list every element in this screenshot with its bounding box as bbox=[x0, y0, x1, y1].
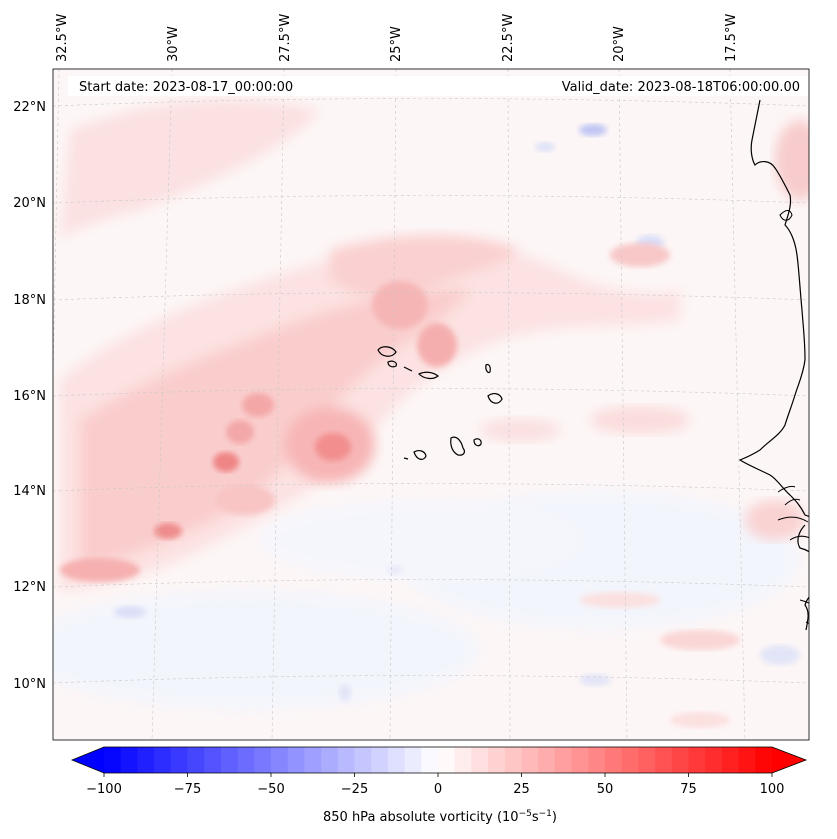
colorbar-title-exp2: −1 bbox=[539, 809, 552, 819]
colorbar-cell bbox=[304, 747, 322, 773]
graticule bbox=[53, 69, 809, 740]
colorbar: −100 −75 −50 −25 0 25 50 75 100 850 hPa … bbox=[70, 746, 808, 825]
colorbar-cell bbox=[638, 747, 656, 773]
colorbar-cell bbox=[538, 747, 556, 773]
colorbar-cell bbox=[438, 747, 456, 773]
cb-tick-label: −100 bbox=[86, 782, 122, 797]
lat-label: 20°N bbox=[13, 196, 46, 211]
colorbar-cell bbox=[454, 747, 472, 773]
colorbar-cell bbox=[554, 747, 573, 773]
colorbar-title-exp1: −5 bbox=[519, 809, 532, 819]
colorbar-cell bbox=[354, 747, 372, 773]
colorbar-cell bbox=[755, 747, 773, 773]
colorbar-cell bbox=[220, 747, 239, 773]
colorbar-cell bbox=[738, 747, 756, 773]
cb-tick-label: −25 bbox=[341, 782, 368, 797]
cb-tick-label: 75 bbox=[680, 782, 697, 797]
lat-label: 10°N bbox=[13, 677, 46, 692]
lon-label: 20°W bbox=[612, 26, 627, 62]
colorbar-title-mid: s bbox=[532, 810, 539, 825]
africa-coast-detail bbox=[777, 485, 809, 624]
colorbar-title-end: ) bbox=[552, 810, 557, 825]
colorbar-cell bbox=[154, 747, 172, 773]
western-sahara-island bbox=[779, 210, 793, 221]
negative-vorticity-field bbox=[53, 124, 800, 710]
colorbar-cell bbox=[588, 747, 606, 773]
colorbar-cell bbox=[471, 747, 489, 773]
colorbar-cell bbox=[521, 747, 539, 773]
colorbar-cell bbox=[187, 747, 205, 773]
colorbar-cell bbox=[404, 747, 422, 773]
cb-tick-label: 100 bbox=[760, 782, 785, 797]
colorbar-cell bbox=[371, 747, 389, 773]
lat-label: 18°N bbox=[13, 293, 46, 308]
africa-coastline bbox=[738, 99, 809, 631]
colorbar-title-main: 850 hPa absolute vorticity (10 bbox=[323, 810, 519, 825]
colorbar-cell bbox=[237, 747, 255, 773]
lat-label: 22°N bbox=[13, 100, 46, 115]
positive-vorticity-field bbox=[60, 99, 809, 728]
colorbar-cell bbox=[204, 747, 222, 773]
colorbar-cell bbox=[321, 747, 339, 773]
map-panel bbox=[53, 69, 809, 740]
colorbar-cell bbox=[337, 747, 355, 773]
cb-tick-label: −50 bbox=[257, 782, 284, 797]
colorbar-title: 850 hPa absolute vorticity (10−5s−1) bbox=[323, 809, 557, 825]
colorbar-cell bbox=[421, 747, 439, 773]
lat-label: 14°N bbox=[13, 484, 46, 499]
cb-tick-label: −75 bbox=[174, 782, 201, 797]
colorbar-cell bbox=[120, 747, 138, 773]
colorbar-cell bbox=[621, 747, 639, 773]
map-frame bbox=[52, 68, 810, 741]
colorbar-cells bbox=[72, 747, 806, 773]
colorbar-cell bbox=[688, 747, 706, 773]
colorbar-cell bbox=[287, 747, 305, 773]
colorbar-cell bbox=[705, 747, 723, 773]
cape-verde-islands bbox=[377, 346, 503, 460]
lon-label: 30°W bbox=[166, 26, 181, 62]
lon-label: 25°W bbox=[389, 26, 404, 62]
lat-label: 16°N bbox=[13, 389, 46, 404]
header-box bbox=[68, 76, 808, 96]
colorbar-ticks bbox=[103, 773, 773, 777]
colorbar-cell bbox=[170, 747, 188, 773]
colorbar-cell bbox=[488, 747, 506, 773]
colorbar-tick-labels: −100 −75 −50 −25 0 25 50 75 100 bbox=[86, 782, 784, 797]
colorbar-cell bbox=[104, 747, 122, 773]
longitude-labels: 32.5°W 30°W 27.5°W 25°W 22.5°W 20°W 17.5… bbox=[55, 14, 739, 62]
colorbar-cell bbox=[571, 747, 589, 773]
colorbar-min-extend bbox=[72, 747, 104, 773]
colorbar-cell bbox=[655, 747, 673, 773]
colorbar-cell bbox=[605, 747, 623, 773]
cb-tick-label: 0 bbox=[434, 782, 442, 797]
lon-label: 17.5°W bbox=[724, 14, 739, 62]
colorbar-max-extend bbox=[772, 747, 806, 773]
colorbar-cell bbox=[137, 747, 155, 773]
start-date-label: Start date: 2023-08-17_00:00:00 bbox=[79, 80, 293, 95]
colorbar-cell bbox=[504, 747, 522, 773]
cb-tick-label: 50 bbox=[597, 782, 614, 797]
colorbar-cell bbox=[721, 747, 740, 773]
cb-tick-label: 25 bbox=[513, 782, 530, 797]
colorbar-cell bbox=[254, 747, 272, 773]
lat-label: 12°N bbox=[13, 580, 46, 595]
lon-label: 32.5°W bbox=[55, 14, 70, 62]
colorbar-cell bbox=[271, 747, 289, 773]
colorbar-cell bbox=[671, 747, 689, 773]
colorbar-cell bbox=[387, 747, 406, 773]
valid-date-label: Valid_date: 2023-08-18T06:00:00.00 bbox=[562, 80, 800, 95]
lon-label: 27.5°W bbox=[278, 14, 293, 62]
latitude-labels: 22°N 20°N 18°N 16°N 14°N 12°N 10°N bbox=[13, 100, 46, 692]
lon-label: 22.5°W bbox=[501, 14, 516, 62]
